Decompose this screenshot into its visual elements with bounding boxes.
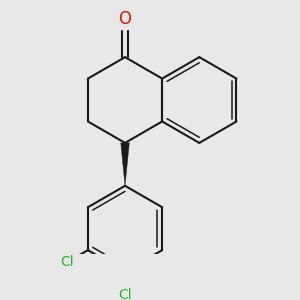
- Text: Cl: Cl: [61, 255, 74, 269]
- Polygon shape: [121, 143, 129, 186]
- Text: Cl: Cl: [118, 288, 132, 300]
- Text: O: O: [118, 10, 131, 28]
